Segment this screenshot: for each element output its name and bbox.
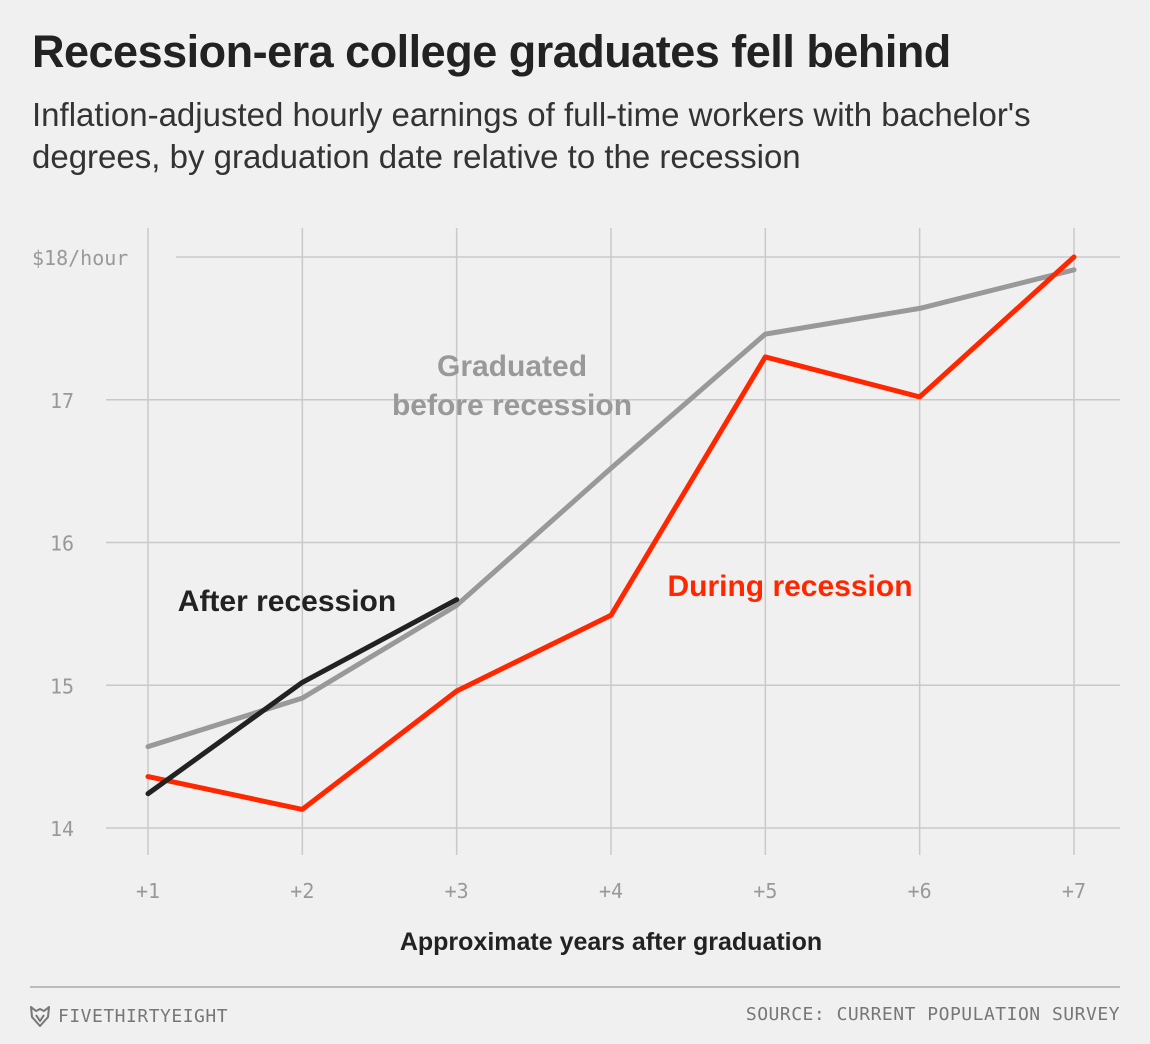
x-tick-label: +4 xyxy=(599,879,623,903)
fox-logo-icon xyxy=(30,1006,50,1027)
series-label-after-recession: After recession xyxy=(178,585,396,618)
chart-subtitle: Inflation-adjusted hourly earnings of fu… xyxy=(32,96,1031,175)
series-label-graduated-before-recession: before recession xyxy=(392,389,632,422)
footer-divider xyxy=(30,986,1120,988)
series-line-graduated-before-recession xyxy=(145,267,1077,750)
brand: FIVETHIRTYEIGHT xyxy=(30,1004,228,1028)
series-label-during-recession: During recession xyxy=(667,570,912,603)
x-tick-label: +3 xyxy=(445,879,469,903)
y-tick-label: $18/hour xyxy=(32,246,128,270)
x-tick-label: +2 xyxy=(290,879,314,903)
brand-name: FIVETHIRTYEIGHT xyxy=(58,1005,229,1027)
y-tick-label: 15 xyxy=(50,674,74,698)
y-tick-label: 17 xyxy=(50,389,74,413)
x-tick-label: +5 xyxy=(753,879,777,903)
y-tick-label: 16 xyxy=(50,532,74,556)
y-tick-label: 14 xyxy=(50,817,74,841)
x-axis-tick-labels: +1 +2 +3 +4 +5 +6 +7 xyxy=(136,879,1086,903)
series-labels: Graduated before recession During recessio… xyxy=(178,350,913,618)
line-chart: 14 15 16 17 $18/hour +1 +2 +3 +4 +5 +6 +7 Graduate… xyxy=(32,228,1120,956)
source-note: SOURCE: CURRENT POPULATION SURVEY xyxy=(745,1004,1120,1025)
series-line-during-recession xyxy=(145,254,1077,812)
series-line-after-recession xyxy=(145,597,460,797)
series-label-graduated-before-recession: Graduated xyxy=(437,350,587,383)
horizontal-gridlines xyxy=(106,256,1120,829)
y-axis-tick-labels: 14 15 16 17 $18/hour xyxy=(32,246,128,841)
series-lines xyxy=(145,254,1077,812)
x-tick-label: +6 xyxy=(908,879,932,903)
x-tick-label: +1 xyxy=(136,879,160,903)
x-tick-label: +7 xyxy=(1062,879,1086,903)
x-axis-label: Approximate years after graduation xyxy=(400,928,822,956)
vertical-gridlines xyxy=(147,228,1075,855)
chart-title: Recession-era college graduates fell beh… xyxy=(32,26,951,77)
